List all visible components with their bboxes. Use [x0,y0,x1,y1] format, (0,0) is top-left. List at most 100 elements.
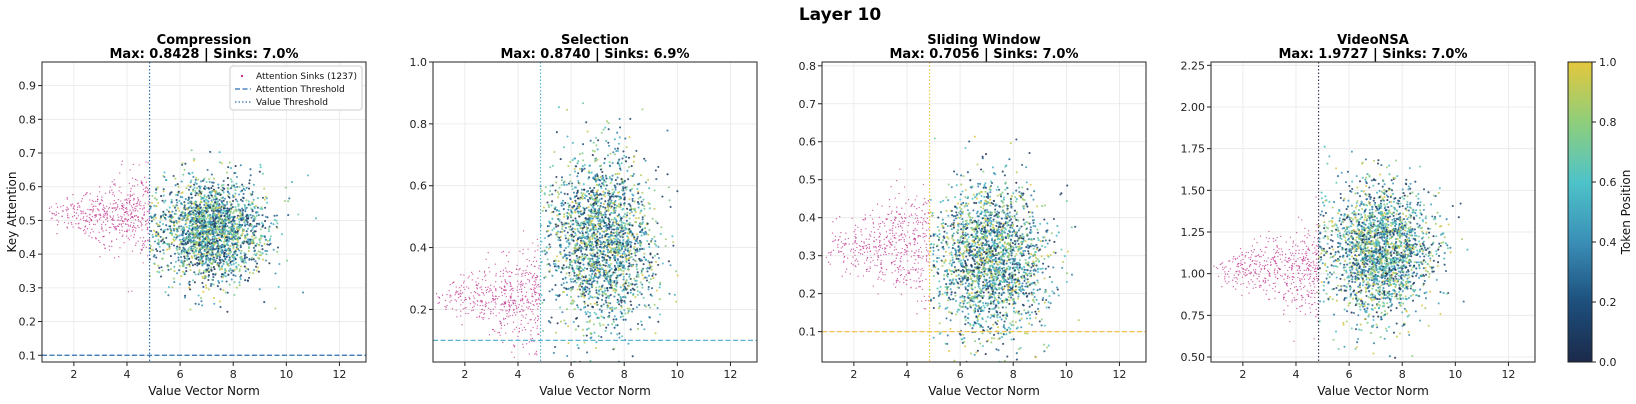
data-point [192,159,196,162]
data-point [196,210,199,214]
data-point [243,265,246,268]
data-point [202,290,205,293]
data-point [255,262,259,265]
data-point [170,241,173,244]
sink-point [89,232,92,234]
sink-point [124,223,127,225]
data-point [243,259,246,262]
data-point [557,295,561,298]
sink-point [486,302,488,305]
data-point [207,240,211,243]
sink-point [532,296,534,298]
y-axis-label: Key Attention [5,172,19,253]
data-point [245,199,248,202]
data-point [566,193,569,196]
sink-point [148,238,150,241]
data-point [617,160,620,163]
data-point [594,237,597,240]
sink-point [534,256,536,258]
data-point [248,179,251,182]
data-point [261,225,264,228]
sink-point [471,309,473,312]
sink-point [504,279,506,281]
data-point [231,226,234,229]
sink-point [125,198,128,200]
sink-point [512,331,514,333]
sink-point [143,211,146,213]
data-point [187,172,190,175]
data-point [206,215,209,219]
data-point [297,213,300,216]
data-point [602,303,605,306]
sink-point [525,283,527,285]
data-point [179,213,183,216]
data-point [640,200,643,203]
data-point [213,248,216,251]
sink-point [489,271,491,273]
data-point [190,247,193,250]
sink-point [129,203,131,205]
data-point [157,241,161,244]
data-point [639,281,642,284]
data-point [623,198,626,201]
data-point [151,233,154,236]
sink-point [126,199,128,201]
data-point [201,304,204,307]
sink-point [133,222,135,224]
sink-point [504,280,506,282]
data-point [572,280,575,283]
data-point [181,265,184,268]
data-point [598,207,601,211]
data-point [615,306,618,309]
sink-point [476,284,479,287]
data-point [603,289,607,292]
data-point [610,195,613,198]
sink-point [528,341,530,343]
data-point [656,307,659,310]
data-point [213,268,216,271]
data-point [237,223,240,226]
sink-point [527,278,529,281]
data-point [596,264,599,267]
data-point [184,294,187,297]
sink-point [531,293,533,295]
data-point [264,226,267,230]
sink-point [453,281,455,283]
data-point [221,267,224,271]
data-point [568,254,571,257]
sink-point [530,338,532,340]
data-point [551,184,554,187]
sink-point [510,293,513,295]
data-point [607,144,611,147]
sink-point [526,306,528,308]
data-point [150,229,153,233]
data-point [152,229,156,232]
sink-point [531,277,533,279]
data-point [589,139,592,142]
data-point [222,199,225,202]
sink-point [474,292,477,294]
data-point [179,195,182,198]
data-point [218,262,221,265]
data-point [251,228,254,231]
data-point [199,235,202,238]
data-point [586,230,589,233]
data-point [252,183,255,186]
data-point [203,221,206,224]
data-point [211,235,214,238]
data-point [548,194,551,197]
data-point [191,196,194,199]
data-point [562,256,565,259]
data-point [560,183,563,187]
sink-point [144,241,146,243]
data-point [203,215,206,218]
data-point [624,296,627,299]
data-point [581,213,584,216]
data-point [652,272,655,275]
sink-point [534,292,536,294]
sink-point [145,186,147,188]
data-point [183,255,186,258]
sink-point [509,306,511,308]
data-point [198,185,201,188]
sink-point [510,283,512,285]
